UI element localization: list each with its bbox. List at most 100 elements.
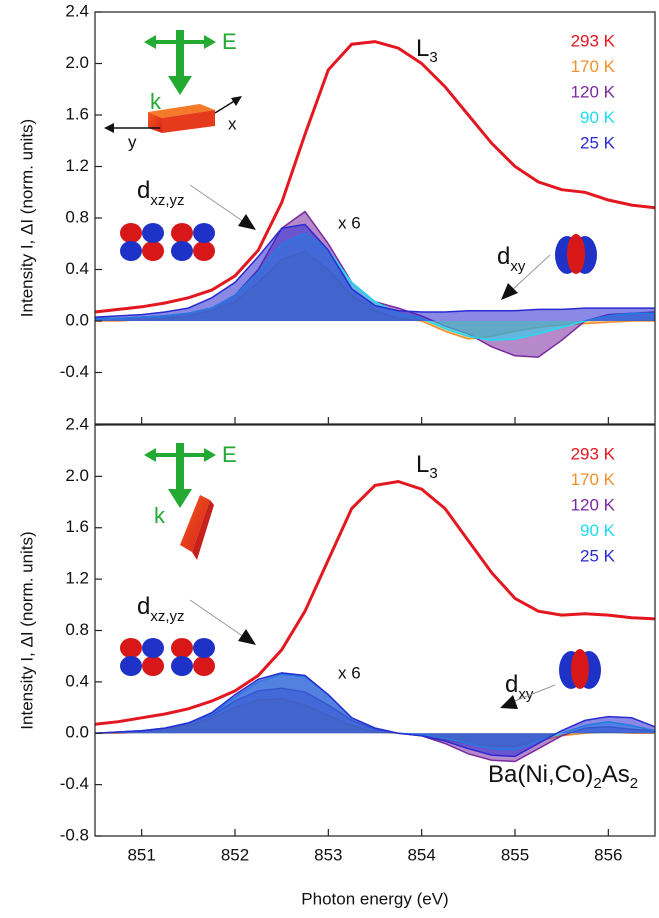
legend-entry: 90 K bbox=[580, 521, 616, 540]
axis-x-label: x bbox=[228, 114, 237, 133]
orbital-lobe bbox=[171, 241, 193, 261]
legend-entry: 170 K bbox=[571, 57, 616, 76]
pointer-head bbox=[238, 629, 256, 645]
pointer-head bbox=[501, 283, 518, 300]
orbital-sub: xy bbox=[518, 686, 534, 703]
spectrum-line bbox=[94, 479, 656, 726]
k-label: k bbox=[154, 503, 166, 528]
orbital-lobe bbox=[142, 638, 164, 658]
pointer bbox=[511, 254, 551, 291]
orbital-lobe bbox=[142, 656, 164, 676]
orbital: d bbox=[137, 593, 150, 620]
y-tick-label: 1.6 bbox=[65, 517, 89, 536]
orbital-label: dxz,yz bbox=[137, 593, 185, 625]
y-tick-label: 0.4 bbox=[65, 671, 89, 690]
orbital-sub: xz,yz bbox=[150, 192, 184, 209]
y-tick-label: 0.0 bbox=[65, 723, 89, 742]
scale-label: x 6 bbox=[338, 213, 361, 232]
axis-arrow-head bbox=[231, 96, 242, 106]
area-outline bbox=[94, 223, 655, 318]
orbital-label: dxy bbox=[497, 243, 526, 275]
edge: L bbox=[416, 35, 429, 62]
k-arrow-head bbox=[168, 76, 192, 95]
e-arrow-head bbox=[144, 448, 156, 462]
panels: -0.4 0.0 0.4 0.8 1.2 1.6 2.0 2.4 Intensity I, ΔI… bbox=[17, 1, 656, 908]
legend-entry: 25 K bbox=[580, 546, 616, 565]
formula-sub: 2 bbox=[630, 775, 638, 792]
legend-entry: 120 K bbox=[571, 495, 616, 514]
sample-slab bbox=[148, 104, 215, 118]
sample-slab bbox=[162, 110, 215, 133]
legend-entry: 170 K bbox=[571, 470, 616, 489]
orbital-lobe bbox=[193, 223, 215, 243]
orbital-lobe bbox=[193, 638, 215, 658]
k-label: k bbox=[150, 89, 162, 114]
pointer bbox=[189, 599, 245, 638]
k-arrow bbox=[176, 30, 184, 78]
pointer-head bbox=[500, 695, 518, 709]
x-tick-label: 853 bbox=[314, 845, 342, 864]
formula: Ba(Ni,Co) bbox=[488, 761, 593, 788]
area-outline bbox=[94, 672, 656, 758]
legend-entry: 120 K bbox=[571, 82, 616, 101]
orbital-lobe bbox=[571, 649, 589, 689]
sample-formula: Ba(Ni,Co)2As2 bbox=[488, 761, 638, 792]
y-tick-label: 0.8 bbox=[65, 207, 89, 226]
e-label: E bbox=[222, 442, 237, 467]
x-axis-label: Photon energy (eV) bbox=[301, 889, 448, 908]
orbital-lobe bbox=[171, 223, 193, 243]
orbital-lobe bbox=[171, 638, 193, 658]
y-axis-label: Intensity I, ΔI (norm. units) bbox=[17, 531, 36, 729]
orbital-lobe bbox=[567, 234, 585, 274]
x-tick-label: 851 bbox=[127, 845, 155, 864]
y-tick-label: 2.4 bbox=[65, 414, 89, 433]
y-tick-label: 2.0 bbox=[65, 53, 89, 72]
y-axis-label: Intensity I, ΔI (norm. units) bbox=[17, 119, 36, 317]
y-tick-label: -0.4 bbox=[60, 774, 89, 793]
y-tick-label: 2.0 bbox=[65, 466, 89, 485]
panel: -0.8 -0.4 0.0 0.4 0.8 1.2 1.6 2.0 2.4 851 852 853 85… bbox=[17, 414, 656, 908]
axis-arrow-head bbox=[104, 123, 114, 133]
y-tick-label: 0.8 bbox=[65, 620, 89, 639]
area-fill bbox=[95, 672, 655, 757]
axis-y-label: y bbox=[128, 132, 137, 151]
legend-entry: 90 K bbox=[580, 108, 616, 127]
orbital-sub: xy bbox=[510, 258, 526, 275]
geometry-sketch: E k bbox=[144, 442, 237, 560]
y-tick-label: 1.2 bbox=[65, 156, 89, 175]
orbital-lobe bbox=[120, 638, 142, 658]
formula: As bbox=[602, 761, 630, 788]
x-tick-label: 855 bbox=[501, 845, 529, 864]
edge-sub: 3 bbox=[429, 49, 437, 66]
area-fill bbox=[95, 698, 655, 747]
e-arrow-head bbox=[144, 35, 156, 49]
area-outline bbox=[95, 697, 655, 747]
pointer-head bbox=[238, 214, 256, 230]
k-arrow-head bbox=[168, 489, 192, 508]
y-tick-label: 0.4 bbox=[65, 259, 89, 278]
e-label: E bbox=[222, 29, 237, 54]
orbital-label: dxz,yz bbox=[137, 177, 185, 209]
pointer bbox=[511, 684, 556, 703]
edge-label: L3 bbox=[416, 451, 438, 482]
legend-entry: 293 K bbox=[571, 444, 616, 463]
orbital-lobe bbox=[120, 223, 142, 243]
formula-sub: 2 bbox=[593, 775, 601, 792]
y-tick-label: 0.0 bbox=[65, 310, 89, 329]
orbital: d bbox=[505, 671, 518, 698]
orbital-label: dxy bbox=[505, 671, 534, 703]
y-tick-label: 1.6 bbox=[65, 104, 89, 123]
spectrum-line bbox=[94, 40, 656, 314]
k-arrow bbox=[176, 443, 184, 491]
legend-entry: 25 K bbox=[580, 133, 616, 152]
orbital-lobe bbox=[142, 241, 164, 261]
orbital-lobe bbox=[193, 241, 215, 261]
orbital-lobe bbox=[142, 223, 164, 243]
x-tick-label: 852 bbox=[221, 845, 249, 864]
y-tick-label: 2.4 bbox=[65, 1, 89, 20]
edge: L bbox=[416, 451, 429, 478]
e-arrow-head bbox=[204, 35, 216, 49]
legend-entry: 293 K bbox=[571, 31, 616, 50]
